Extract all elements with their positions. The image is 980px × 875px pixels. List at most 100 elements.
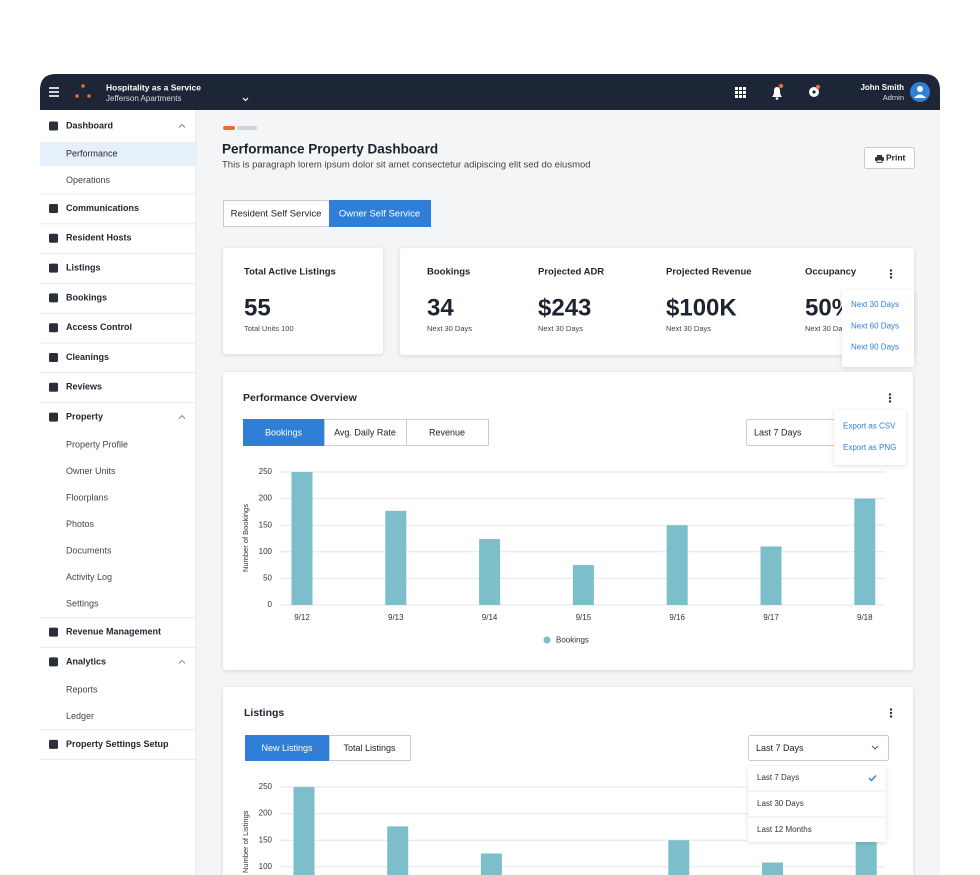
range-select-label[interactable]: Last 7 Days bbox=[756, 743, 804, 753]
nav-selected bbox=[40, 142, 196, 166]
page-subtitle: This is paragraph lorem ipsum dolor sit … bbox=[222, 160, 591, 171]
card bbox=[223, 248, 383, 354]
tab[interactable] bbox=[223, 200, 330, 227]
nav-section[interactable]: Cleanings bbox=[66, 352, 109, 362]
more-icon[interactable] bbox=[889, 272, 893, 276]
nav-icon bbox=[49, 233, 58, 243]
y-axis-title: Number of Bookings bbox=[241, 504, 250, 572]
tab[interactable] bbox=[329, 735, 411, 761]
collapse-icon[interactable] bbox=[178, 123, 186, 128]
kpi-label: Projected ADR bbox=[538, 267, 604, 278]
dropdown-icon[interactable] bbox=[871, 745, 879, 750]
nav-icon bbox=[49, 382, 58, 392]
tab[interactable] bbox=[324, 419, 407, 446]
more-icon[interactable] bbox=[889, 711, 893, 715]
more-icon[interactable] bbox=[889, 715, 893, 718]
nav-section[interactable]: Property bbox=[66, 411, 103, 421]
y-tick-label: 250 bbox=[259, 467, 273, 476]
nav-icon bbox=[49, 204, 58, 213]
range-select[interactable] bbox=[748, 735, 889, 761]
more-icon[interactable] bbox=[889, 269, 893, 272]
nav-section[interactable]: Dashboard bbox=[66, 120, 113, 130]
tab-label[interactable]: New Listings bbox=[261, 743, 313, 753]
kpi-value: $243 bbox=[538, 294, 591, 321]
menu-item[interactable]: Last 30 Days bbox=[757, 799, 804, 808]
dropdown-menu bbox=[834, 410, 906, 465]
tab[interactable] bbox=[406, 419, 489, 446]
x-tick-label: 9/15 bbox=[576, 613, 592, 622]
kpi-value: 55 bbox=[244, 294, 271, 321]
bar bbox=[760, 546, 782, 605]
y-tick-label: 150 bbox=[259, 835, 273, 844]
nav-section[interactable]: Resident Hosts bbox=[66, 233, 132, 243]
y-tick-label: 200 bbox=[259, 809, 273, 818]
nav-item[interactable]: Documents bbox=[66, 545, 112, 555]
x-tick-label: 9/16 bbox=[669, 613, 685, 622]
more-icon[interactable] bbox=[888, 400, 892, 403]
kpi-note: Next 30 Days bbox=[805, 324, 850, 333]
menu-item[interactable]: Export as PNG bbox=[843, 443, 896, 452]
avatar[interactable] bbox=[910, 82, 930, 102]
menu-icon[interactable] bbox=[49, 87, 59, 97]
tab-label[interactable]: Owner Self Service bbox=[339, 209, 420, 220]
nav-item[interactable]: Owner Units bbox=[66, 466, 116, 476]
nav-section[interactable]: Property Settings Setup bbox=[66, 739, 169, 749]
card-title: Listings bbox=[244, 707, 284, 719]
tab-label[interactable]: Total Listings bbox=[343, 743, 396, 753]
logo bbox=[75, 84, 91, 98]
print-button[interactable] bbox=[864, 147, 915, 169]
collapse-icon[interactable] bbox=[178, 414, 186, 419]
nav-section[interactable]: Analytics bbox=[66, 656, 106, 666]
legend-label: Bookings bbox=[556, 636, 589, 645]
menu-item[interactable]: Export as CSV bbox=[843, 422, 896, 431]
nav-section[interactable]: Communications bbox=[66, 203, 139, 213]
nav-item[interactable]: Reports bbox=[66, 684, 98, 694]
property-name[interactable]: Jefferson Apartments bbox=[106, 94, 181, 103]
nav-section[interactable]: Revenue Management bbox=[66, 626, 161, 636]
collapse-icon[interactable] bbox=[178, 659, 186, 664]
property-chevron[interactable] bbox=[242, 97, 249, 102]
bar bbox=[291, 472, 313, 605]
tab-label[interactable]: Bookings bbox=[265, 427, 303, 437]
menu-item[interactable]: Next 30 Days bbox=[851, 300, 899, 309]
nav-item[interactable]: Ledger bbox=[66, 711, 94, 721]
range-select-label[interactable]: Last 7 Days bbox=[754, 427, 802, 437]
nav-item[interactable]: Photos bbox=[66, 519, 95, 529]
nav-section[interactable]: Bookings bbox=[66, 292, 107, 302]
nav-item[interactable]: Activity Log bbox=[66, 572, 112, 582]
menu-item[interactable]: Last 12 Months bbox=[757, 825, 812, 834]
tab-label[interactable]: Avg. Daily Rate bbox=[334, 427, 396, 437]
nav-section[interactable]: Access Control bbox=[66, 322, 132, 332]
help-icon[interactable] bbox=[809, 84, 821, 97]
nav-item[interactable]: Performance bbox=[66, 148, 118, 158]
nav-item[interactable]: Settings bbox=[66, 598, 99, 608]
nav-item[interactable]: Operations bbox=[66, 175, 111, 185]
y-tick-label: 0 bbox=[268, 600, 273, 609]
menu-item[interactable]: Next 90 Days bbox=[851, 343, 899, 352]
more-icon[interactable] bbox=[889, 276, 893, 279]
tab-label[interactable]: Resident Self Service bbox=[231, 209, 322, 220]
x-tick-label: 9/18 bbox=[857, 613, 873, 622]
nav-section[interactable]: Reviews bbox=[66, 382, 102, 392]
nav-section[interactable]: Listings bbox=[66, 262, 101, 272]
menu-item[interactable]: Next 60 Days bbox=[851, 321, 899, 330]
progress-step bbox=[237, 126, 257, 130]
tab-label[interactable]: Revenue bbox=[429, 427, 465, 437]
notifications-icon[interactable] bbox=[772, 83, 784, 100]
menu-item[interactable]: Last 7 Days bbox=[757, 773, 799, 782]
y-tick-label: 250 bbox=[259, 782, 273, 791]
nav-icon bbox=[49, 323, 58, 333]
kpi-value: $100K bbox=[666, 294, 737, 321]
more-icon[interactable] bbox=[889, 708, 893, 711]
nav-item[interactable]: Floorplans bbox=[66, 492, 109, 502]
apps-icon[interactable] bbox=[735, 87, 746, 98]
print-label[interactable]: Print bbox=[886, 152, 906, 162]
more-icon[interactable] bbox=[888, 393, 892, 396]
nav-item[interactable]: Property Profile bbox=[66, 439, 128, 449]
more-icon[interactable] bbox=[888, 396, 892, 400]
tab[interactable] bbox=[329, 200, 431, 227]
bar bbox=[479, 539, 501, 605]
tab[interactable] bbox=[243, 419, 325, 446]
bar bbox=[666, 525, 688, 605]
